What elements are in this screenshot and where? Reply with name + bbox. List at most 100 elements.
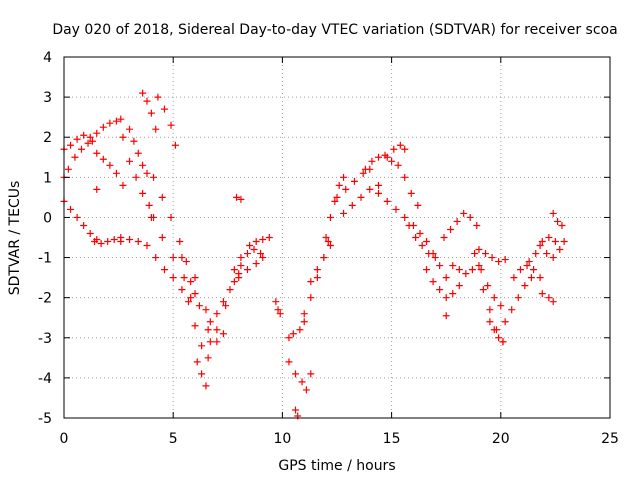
series-arc-k: [154, 93, 179, 149]
series-arc-d: [91, 236, 125, 248]
data-point: [324, 238, 332, 246]
data-point: [204, 326, 212, 334]
data-point: [67, 205, 75, 213]
series-arc-e: [93, 115, 125, 137]
data-point: [110, 236, 118, 244]
data-point: [169, 254, 177, 262]
x-tick-label: 25: [601, 431, 619, 447]
data-point: [119, 133, 127, 141]
data-point: [202, 306, 210, 314]
data-point: [300, 318, 308, 326]
data-point: [514, 294, 522, 302]
data-point: [388, 157, 396, 165]
y-axis-tick-labels: -5 -4 -3 -2 -1 0 1 2 3 4: [38, 50, 52, 427]
series-arc-av: [525, 234, 559, 266]
series-arc-ag: [361, 151, 396, 173]
data-point: [289, 330, 297, 338]
data-point: [340, 173, 348, 181]
data-point: [538, 290, 546, 298]
data-point: [556, 246, 564, 254]
data-point: [525, 258, 533, 266]
data-point: [292, 406, 300, 414]
data-point: [412, 234, 420, 241]
data-point: [490, 294, 498, 302]
data-point: [139, 161, 147, 169]
data-point: [93, 149, 101, 157]
data-point: [423, 266, 431, 274]
data-point: [274, 306, 282, 314]
series-arc-ac: [307, 242, 334, 286]
data-point: [466, 213, 474, 221]
data-point: [488, 254, 496, 262]
series-arc-aj: [374, 189, 417, 229]
data-point: [235, 274, 243, 282]
data-point: [431, 254, 439, 262]
series-arc-u: [235, 254, 267, 282]
data-point: [482, 250, 490, 258]
series-arc-c: [60, 197, 101, 244]
data-point: [530, 266, 538, 274]
series-arc-al: [416, 229, 450, 282]
data-point: [126, 125, 134, 133]
data-point: [490, 326, 498, 334]
data-point: [265, 234, 273, 241]
data-point: [460, 209, 468, 217]
data-point: [213, 326, 221, 334]
data-point: [252, 238, 260, 246]
data-point: [335, 181, 343, 189]
series-arc-ao: [449, 262, 483, 278]
data-point: [521, 282, 529, 290]
x-axis-tick-labels: 0 5 10 15 20 25: [60, 431, 619, 447]
y-tick-label: 4: [43, 50, 52, 66]
data-point: [313, 274, 321, 282]
data-point: [545, 234, 553, 241]
x-axis-label: GPS time / hours: [278, 458, 395, 474]
data-point: [259, 236, 267, 244]
data-point: [447, 225, 455, 233]
data-point: [171, 141, 179, 149]
data-point: [368, 157, 376, 165]
data-point: [449, 262, 457, 270]
data-point: [394, 161, 402, 169]
data-point: [292, 370, 300, 378]
data-point: [359, 169, 367, 177]
series-arc-aq: [479, 286, 507, 346]
y-tick-label: -1: [38, 251, 52, 267]
data-point: [143, 169, 151, 177]
y-tick-label: -2: [38, 291, 52, 307]
data-point: [407, 189, 415, 197]
data-point: [67, 141, 75, 149]
data-point: [538, 238, 546, 246]
data-points: [60, 89, 568, 420]
x-tick-label: 5: [169, 431, 178, 447]
data-point: [222, 302, 230, 310]
data-point: [230, 278, 238, 286]
data-point: [405, 221, 413, 229]
data-point: [340, 209, 348, 217]
data-point: [112, 169, 120, 177]
data-point: [495, 334, 503, 342]
data-point: [237, 254, 245, 262]
data-point: [187, 294, 195, 302]
data-point: [313, 266, 321, 274]
chart-title: Day 020 of 2018, Sidereal Day-to-day VTE…: [52, 22, 617, 38]
series-arc-ab: [300, 238, 332, 318]
data-point: [106, 161, 114, 169]
series-arc-ar: [486, 318, 507, 346]
data-point: [219, 298, 227, 306]
series-arc-h: [126, 157, 158, 221]
data-point: [230, 266, 238, 274]
data-point: [97, 240, 105, 248]
data-point: [182, 258, 190, 266]
data-point: [130, 137, 138, 145]
data-point: [117, 234, 125, 241]
data-point: [167, 121, 175, 129]
series-arc-v: [246, 234, 273, 250]
data-point: [193, 358, 201, 366]
data-point: [442, 294, 450, 302]
data-point: [348, 201, 356, 209]
data-point: [342, 185, 350, 193]
data-point: [374, 181, 382, 189]
data-point: [486, 306, 494, 314]
data-point: [307, 278, 315, 286]
